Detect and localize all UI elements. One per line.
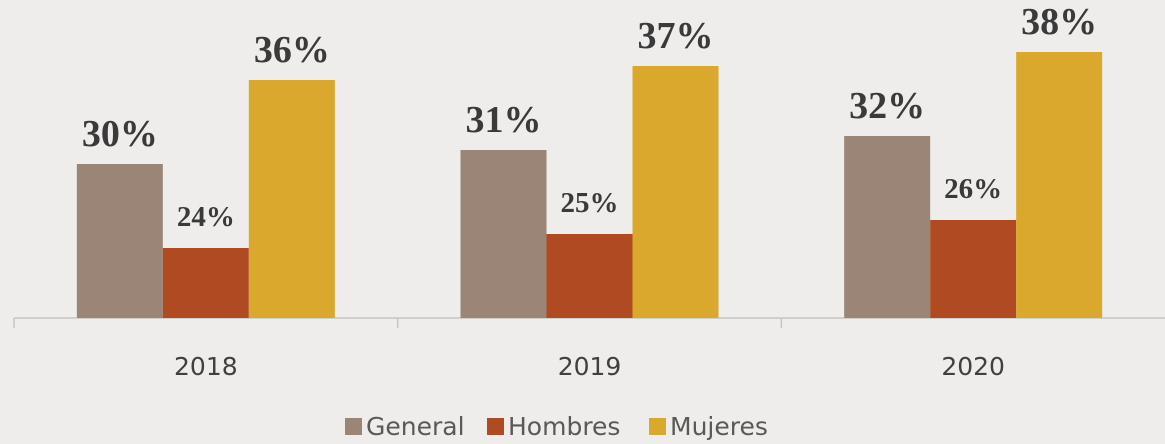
x-tick-label: 2020 [941,352,1005,381]
bar [632,66,719,318]
bar [248,80,335,318]
bar [162,248,249,318]
bar [844,136,931,318]
data-label: 36% [254,29,330,71]
bar [930,220,1017,318]
data-label: 30% [82,113,158,155]
legend-label: Hombres [508,412,620,441]
legend-label: General [366,412,465,441]
x-tick-label: 2019 [558,352,622,381]
legend-swatch [649,418,666,435]
data-label: 32% [849,85,925,127]
legend-swatch [487,418,504,435]
legend-label: Mujeres [670,412,768,441]
data-label: 26% [944,173,1002,205]
legend-swatch [345,418,362,435]
bar [76,164,163,318]
data-label: 38% [1021,1,1097,43]
bar [1016,52,1103,318]
data-label: 37% [638,15,714,57]
data-label: 31% [466,99,542,141]
bar [546,234,633,318]
data-label: 25% [561,187,619,219]
bar [460,150,547,318]
x-tick-label: 2018 [174,352,238,381]
data-label: 24% [177,201,235,233]
